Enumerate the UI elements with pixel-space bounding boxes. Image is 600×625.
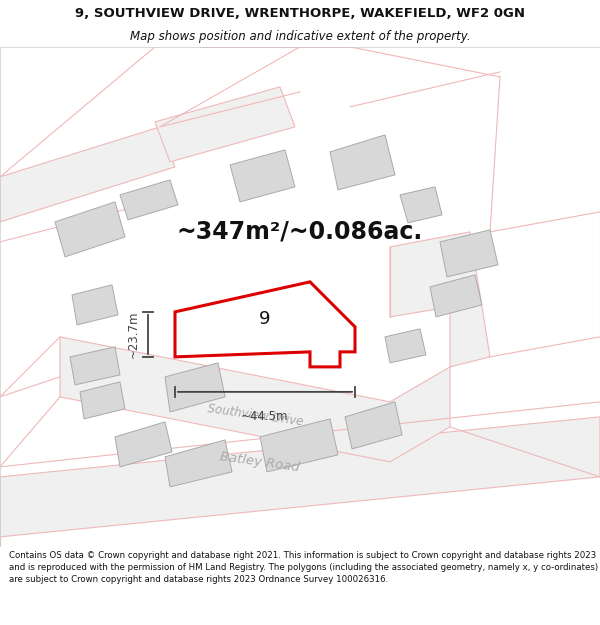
Text: ~44.5m: ~44.5m xyxy=(241,410,289,423)
Polygon shape xyxy=(55,202,125,257)
Polygon shape xyxy=(440,230,498,277)
Polygon shape xyxy=(345,402,402,449)
Polygon shape xyxy=(390,232,490,367)
Text: ~23.7m: ~23.7m xyxy=(127,311,140,358)
Polygon shape xyxy=(120,180,178,220)
Polygon shape xyxy=(430,275,482,317)
Polygon shape xyxy=(70,347,120,385)
Text: Contains OS data © Crown copyright and database right 2021. This information is : Contains OS data © Crown copyright and d… xyxy=(9,551,598,584)
Polygon shape xyxy=(385,329,426,363)
Text: 9: 9 xyxy=(259,310,271,328)
Polygon shape xyxy=(175,282,355,367)
Text: Batley Road: Batley Road xyxy=(220,450,301,474)
Polygon shape xyxy=(260,419,338,472)
Text: 9, SOUTHVIEW DRIVE, WRENTHORPE, WAKEFIELD, WF2 0GN: 9, SOUTHVIEW DRIVE, WRENTHORPE, WAKEFIEL… xyxy=(75,7,525,19)
Polygon shape xyxy=(400,187,442,223)
Polygon shape xyxy=(155,87,295,162)
Polygon shape xyxy=(330,135,395,190)
Polygon shape xyxy=(165,440,232,487)
Polygon shape xyxy=(60,337,450,462)
Polygon shape xyxy=(230,150,295,202)
Polygon shape xyxy=(72,285,118,325)
Text: ~347m²/~0.086ac.: ~347m²/~0.086ac. xyxy=(177,220,423,244)
Polygon shape xyxy=(80,382,125,419)
Text: Southview Drive: Southview Drive xyxy=(206,402,304,428)
Polygon shape xyxy=(0,127,175,222)
Polygon shape xyxy=(165,363,225,412)
Polygon shape xyxy=(0,417,600,537)
Text: Map shows position and indicative extent of the property.: Map shows position and indicative extent… xyxy=(130,30,470,43)
Polygon shape xyxy=(115,422,172,467)
